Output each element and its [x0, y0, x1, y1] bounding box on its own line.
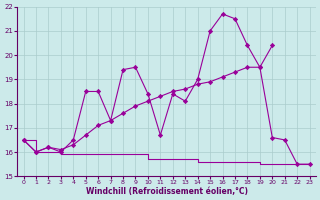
X-axis label: Windchill (Refroidissement éolien,°C): Windchill (Refroidissement éolien,°C): [85, 187, 248, 196]
